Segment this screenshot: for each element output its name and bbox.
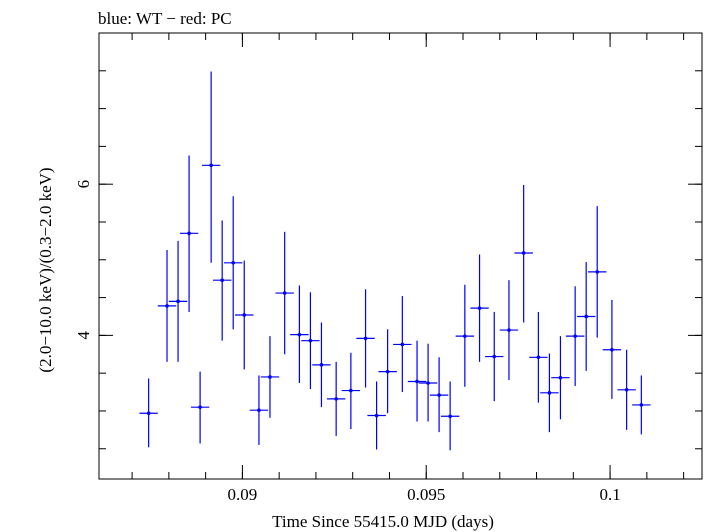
chart-title: blue: WT − red: PC [98, 9, 232, 28]
point-marker [492, 354, 497, 359]
data-point [168, 240, 188, 362]
data-point [529, 311, 548, 403]
point-marker [385, 369, 390, 374]
point-marker [595, 270, 600, 274]
x-tick-label: 0.09 [228, 485, 258, 504]
data-point [356, 289, 375, 388]
data-point [455, 284, 475, 387]
data-point [429, 357, 449, 433]
point-marker [319, 363, 324, 367]
data-point [224, 196, 243, 330]
point-marker [437, 393, 441, 397]
point-marker [536, 355, 541, 360]
data-point [190, 371, 210, 444]
axis-ticks [99, 32, 702, 479]
x-tick-label: 0.1 [599, 485, 620, 504]
point-marker [584, 314, 588, 319]
data-point [602, 299, 622, 399]
point-marker [257, 408, 261, 413]
point-marker [334, 397, 338, 401]
point-marker [165, 304, 169, 308]
point-marker [624, 388, 629, 392]
data-point [576, 262, 596, 371]
data-point [157, 249, 177, 362]
data-point [551, 336, 570, 420]
point-marker [308, 338, 313, 343]
point-marker [374, 413, 379, 418]
data-point [393, 296, 412, 393]
data-point [301, 292, 320, 390]
point-marker [349, 388, 353, 393]
x-tick-label: 0.095 [407, 485, 445, 504]
plot-frame [98, 32, 703, 480]
data-point [212, 220, 232, 341]
point-marker [558, 375, 563, 380]
data-point [326, 361, 346, 436]
point-marker [610, 347, 614, 352]
point-marker [176, 299, 180, 304]
data-point [260, 336, 280, 418]
point-marker [426, 381, 430, 385]
point-marker [220, 278, 224, 282]
point-marker [146, 411, 151, 416]
point-marker [477, 306, 482, 310]
point-marker [231, 261, 236, 265]
point-marker [521, 251, 526, 255]
point-marker [209, 163, 213, 168]
point-marker [547, 391, 552, 395]
data-point [617, 349, 636, 430]
point-marker [463, 334, 467, 338]
data-point [485, 311, 504, 402]
point-marker [242, 313, 247, 317]
data-point [179, 155, 199, 312]
data-point [407, 340, 427, 422]
point-marker [297, 332, 302, 337]
point-marker [415, 379, 419, 384]
point-marker [363, 336, 368, 341]
data-series [139, 71, 651, 451]
point-marker [507, 328, 511, 332]
data-point [367, 381, 386, 450]
y-tick-label: 4 [74, 331, 93, 340]
data-point [540, 353, 559, 433]
point-marker [573, 334, 577, 338]
point-marker [400, 342, 405, 347]
axis-tick-labels: 0.09 0.095 0.1 4 6 [74, 180, 621, 504]
data-point [235, 260, 254, 370]
y-tick-label: 6 [74, 180, 93, 189]
point-marker [448, 414, 452, 419]
data-point [514, 184, 533, 323]
data-point [632, 375, 651, 435]
data-point [418, 343, 438, 422]
point-marker [187, 231, 191, 236]
data-point [275, 231, 294, 355]
data-point [588, 206, 607, 338]
data-point [470, 254, 489, 362]
data-point [440, 381, 460, 451]
data-point [139, 378, 158, 448]
point-marker [268, 375, 272, 379]
data-point [499, 280, 519, 380]
data-point [312, 322, 331, 408]
data-point [290, 285, 309, 383]
point-marker [639, 403, 644, 407]
data-point [201, 71, 221, 263]
data-point [565, 286, 585, 387]
data-point [378, 329, 397, 414]
point-marker [198, 405, 202, 409]
point-marker [282, 291, 287, 295]
data-point [249, 375, 269, 445]
data-point [341, 352, 361, 430]
x-axis-label: Time Since 55415.0 MJD (days) [272, 512, 494, 531]
y-axis-label: (2.0−10.0 keV)/(0.3−2.0 keV) [36, 167, 55, 372]
